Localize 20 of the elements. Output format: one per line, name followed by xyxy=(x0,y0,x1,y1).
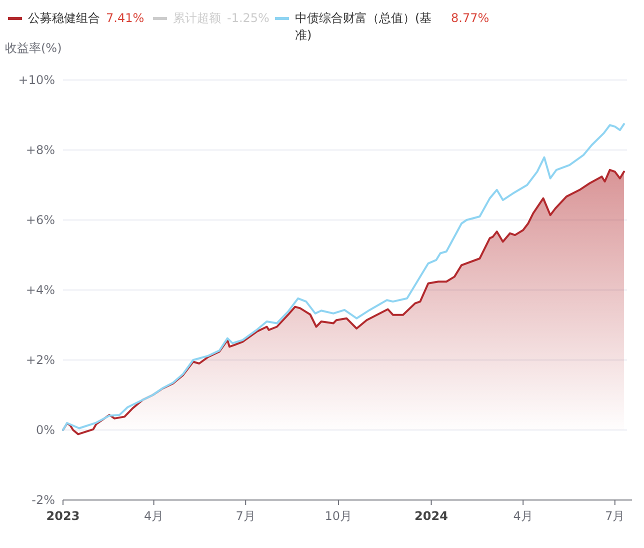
y-tick-label: -2% xyxy=(32,493,55,507)
x-tick-label: 10月 xyxy=(324,509,352,523)
legend-label: 公募稳健组合 xyxy=(28,10,100,27)
y-tick-label: +2% xyxy=(26,353,55,367)
y-tick-label: +6% xyxy=(26,213,55,227)
y-tick-label: 0% xyxy=(36,423,55,437)
y-axis-title: 收益率(%) xyxy=(5,41,62,55)
legend-label: 中债综合财富（总值）(基准) xyxy=(295,10,433,44)
x-tick-label: 4月 xyxy=(513,509,533,523)
text: 8.77% xyxy=(451,10,490,27)
line-series xyxy=(62,123,625,431)
y-tick-label: +4% xyxy=(26,283,55,297)
x-tick-label: 4月 xyxy=(144,509,164,523)
x-tick-label: 2024 xyxy=(414,509,448,523)
x-tick-label: 7月 xyxy=(236,509,256,523)
x-tick-label: 7月 xyxy=(605,509,625,523)
y-tick-label: +10% xyxy=(18,73,55,87)
x-tick-label: 2023 xyxy=(46,509,80,523)
text: 7.41% xyxy=(106,10,144,27)
y-tick-label: +8% xyxy=(26,143,55,157)
